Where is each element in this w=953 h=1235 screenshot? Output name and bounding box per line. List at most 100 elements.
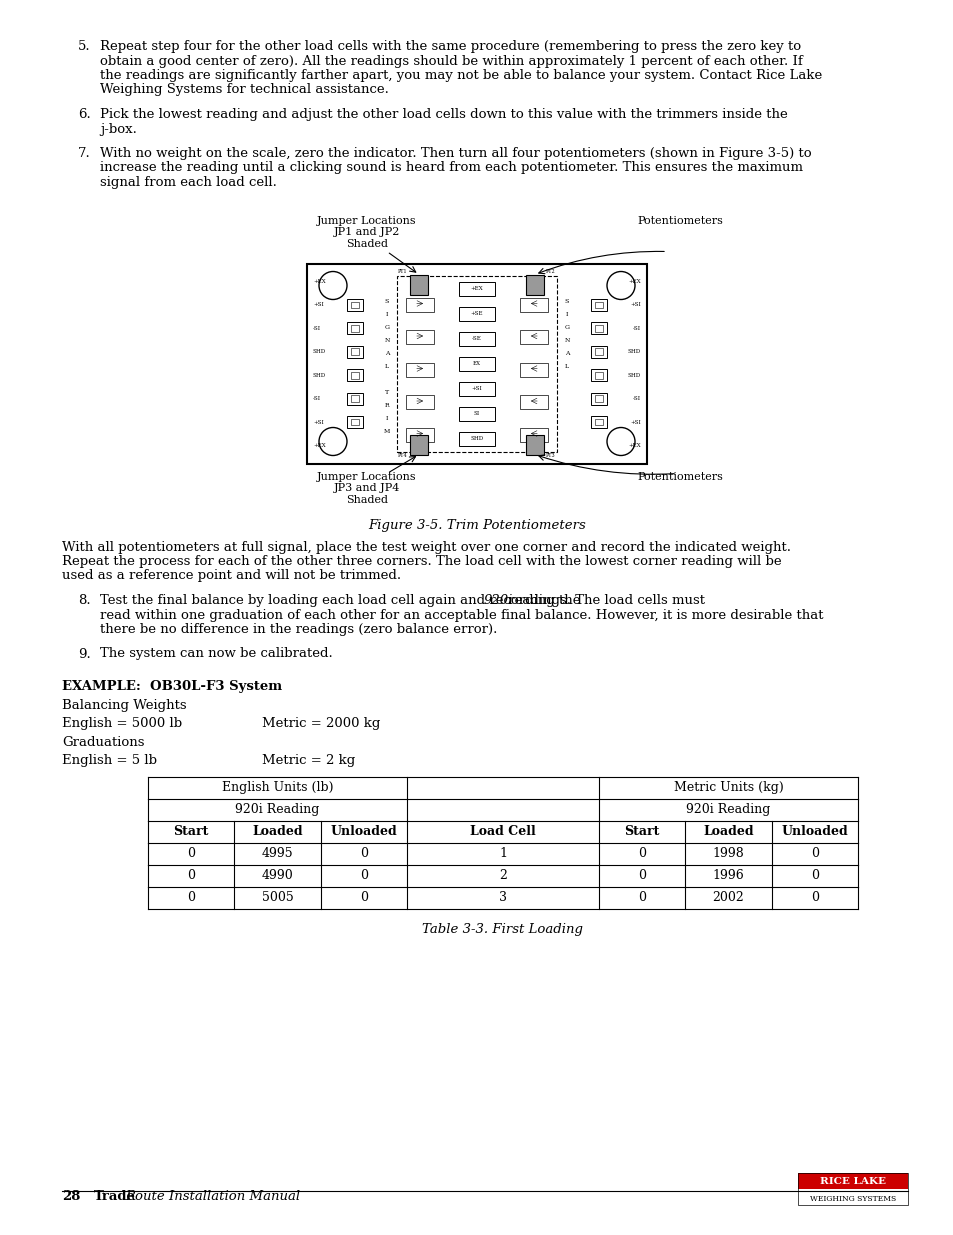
Text: Figure 3-5. Trim Potentiometers: Figure 3-5. Trim Potentiometers — [368, 519, 585, 531]
Bar — [351, 395, 359, 401]
Bar — [406, 330, 434, 345]
Text: 28: 28 — [62, 1191, 80, 1203]
Text: English = 5000 lb: English = 5000 lb — [62, 718, 182, 730]
Bar — [351, 419, 359, 425]
Text: -SI: -SI — [633, 396, 640, 401]
Bar — [406, 395, 434, 409]
Text: 0: 0 — [638, 847, 645, 860]
Text: 6.: 6. — [78, 107, 91, 121]
Text: Table 3-3. First Loading: Table 3-3. First Loading — [422, 923, 583, 935]
Text: Potentiometers: Potentiometers — [637, 472, 722, 482]
Bar — [525, 435, 543, 454]
Text: Load Cell: Load Cell — [470, 825, 536, 839]
Bar — [458, 431, 495, 446]
Text: Unloaded: Unloaded — [331, 825, 396, 839]
Text: Potentiometers: Potentiometers — [637, 215, 722, 226]
Text: WEIGHING SYSTEMS: WEIGHING SYSTEMS — [809, 1194, 895, 1203]
Bar — [458, 406, 495, 420]
Bar — [525, 274, 543, 294]
Bar — [351, 325, 359, 332]
Text: I: I — [385, 312, 388, 317]
Bar — [797, 1173, 907, 1189]
Text: -SI: -SI — [633, 326, 640, 331]
Circle shape — [606, 427, 635, 456]
Bar — [458, 331, 495, 346]
Text: Loaded: Loaded — [252, 825, 302, 839]
Text: 8.: 8. — [78, 594, 91, 606]
Text: Jumper Locations
JP3 and JP4
Shaded: Jumper Locations JP3 and JP4 Shaded — [316, 472, 416, 505]
Text: -SE: -SE — [472, 336, 481, 341]
Text: T: T — [384, 390, 389, 395]
Bar — [519, 395, 547, 409]
Text: 0: 0 — [810, 847, 818, 860]
Text: +EX: +EX — [470, 287, 483, 291]
Bar — [590, 299, 606, 311]
Text: signal from each load cell.: signal from each load cell. — [100, 177, 276, 189]
Text: 0: 0 — [359, 890, 368, 904]
Bar — [406, 298, 434, 311]
Text: -SI: -SI — [313, 396, 320, 401]
Text: L: L — [564, 364, 569, 369]
Text: 7.: 7. — [78, 147, 91, 161]
Text: N: N — [564, 338, 569, 343]
Bar — [590, 322, 606, 335]
Text: R: R — [384, 403, 389, 408]
Text: Loaded: Loaded — [702, 825, 753, 839]
Text: 4990: 4990 — [261, 869, 294, 882]
Text: +SI: +SI — [313, 420, 323, 425]
Text: +EX: +EX — [313, 279, 325, 284]
Text: Pick the lowest reading and adjust the other load cells down to this value with : Pick the lowest reading and adjust the o… — [100, 107, 787, 121]
Text: 0: 0 — [638, 890, 645, 904]
Bar — [406, 427, 434, 441]
Text: L: L — [384, 364, 389, 369]
Bar — [594, 395, 602, 401]
Text: English = 5 lb: English = 5 lb — [62, 755, 157, 767]
Text: 920i: 920i — [483, 594, 512, 606]
Bar — [519, 363, 547, 377]
Text: G: G — [384, 325, 389, 330]
Text: Unloaded: Unloaded — [781, 825, 847, 839]
Text: 9.: 9. — [78, 647, 91, 661]
Text: English Units (lb): English Units (lb) — [222, 781, 333, 794]
Bar — [594, 348, 602, 356]
Text: -SI: -SI — [313, 326, 320, 331]
Bar — [590, 369, 606, 382]
Circle shape — [606, 272, 635, 300]
Bar — [797, 1173, 907, 1205]
Text: A: A — [384, 351, 389, 356]
Text: used as a reference point and will not be trimmed.: used as a reference point and will not b… — [62, 569, 400, 583]
Text: G: G — [564, 325, 569, 330]
Text: Metric = 2 kg: Metric = 2 kg — [262, 755, 355, 767]
Text: Start: Start — [173, 825, 209, 839]
Text: readings. The load cells must: readings. The load cells must — [504, 594, 704, 606]
Text: 920i Reading: 920i Reading — [235, 803, 319, 816]
Text: Weighing Systems for technical assistance.: Weighing Systems for technical assistanc… — [100, 84, 389, 96]
Text: S: S — [384, 299, 389, 304]
Text: 2: 2 — [498, 869, 506, 882]
Text: Trade: Trade — [94, 1191, 135, 1203]
Text: PT2: PT2 — [546, 269, 556, 274]
Bar — [458, 282, 495, 295]
Bar — [590, 346, 606, 358]
Text: 0: 0 — [187, 869, 195, 882]
Text: With no weight on the scale, zero the indicator. Then turn all four potentiomete: With no weight on the scale, zero the in… — [100, 147, 811, 161]
Text: 1: 1 — [498, 847, 506, 860]
Text: Test the final balance by loading each load cell again and recording the: Test the final balance by loading each l… — [100, 594, 584, 606]
Bar — [351, 301, 359, 309]
Text: Metric Units (kg): Metric Units (kg) — [673, 781, 782, 794]
Text: Metric = 2000 kg: Metric = 2000 kg — [262, 718, 380, 730]
Bar — [519, 330, 547, 345]
Bar — [347, 393, 363, 405]
Text: 4995: 4995 — [261, 847, 294, 860]
Text: I: I — [385, 416, 388, 421]
Text: PT3: PT3 — [546, 453, 556, 458]
Bar — [347, 299, 363, 311]
Text: Repeat the process for each of the other three corners. The load cell with the l: Repeat the process for each of the other… — [62, 555, 781, 568]
Text: Jumper Locations
JP1 and JP2
Shaded: Jumper Locations JP1 and JP2 Shaded — [316, 215, 416, 248]
Text: 5.: 5. — [78, 40, 91, 53]
Text: I: I — [565, 312, 568, 317]
Bar — [410, 435, 428, 454]
Text: 1998: 1998 — [712, 847, 743, 860]
Text: 0: 0 — [187, 890, 195, 904]
Bar — [594, 301, 602, 309]
